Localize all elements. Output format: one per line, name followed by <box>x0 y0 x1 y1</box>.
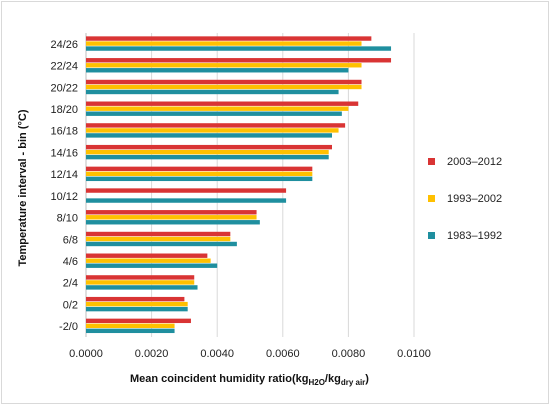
bar <box>86 220 260 225</box>
bar <box>86 176 313 182</box>
legend-swatch <box>428 195 435 202</box>
bar <box>86 275 195 280</box>
bar <box>86 89 339 95</box>
bar <box>86 296 185 302</box>
bar <box>86 171 313 177</box>
bar <box>86 253 208 258</box>
bar <box>86 144 332 150</box>
legend: 2003–2012 1993–2002 1983–1992 <box>428 156 502 242</box>
bar <box>86 241 237 247</box>
bar <box>86 328 175 334</box>
y-tick-label: 4/6 <box>63 256 78 268</box>
bar <box>86 111 342 116</box>
bar <box>86 231 231 237</box>
bar <box>86 68 349 73</box>
bar <box>86 318 191 324</box>
x-tick-label: 0.0100 <box>397 348 431 360</box>
y-tick-label: 18/20 <box>50 104 78 116</box>
bar <box>86 128 339 133</box>
bar <box>86 188 287 193</box>
bar <box>86 280 195 285</box>
bar <box>86 323 175 329</box>
bar <box>86 58 392 63</box>
y-tick-label: -2/0 <box>59 321 78 333</box>
bar <box>86 41 362 46</box>
bar <box>86 63 362 68</box>
x-tick-label: 0.0000 <box>69 348 103 360</box>
bar <box>86 36 372 41</box>
legend-swatch <box>428 232 435 239</box>
bar <box>86 263 218 268</box>
bar <box>86 133 332 138</box>
y-tick-label: 0/2 <box>63 299 78 311</box>
bar <box>86 149 329 155</box>
bar <box>86 106 349 111</box>
x-tick-label: 0.0040 <box>200 348 234 360</box>
bar <box>86 285 198 290</box>
x-tick-labels: 0.0000 0.0020 0.0040 0.0060 0.0080 0.0100 <box>69 348 431 360</box>
bar <box>86 166 313 172</box>
y-tick-label: 14/16 <box>50 147 78 159</box>
bar <box>86 46 392 51</box>
bar <box>86 258 211 263</box>
bar <box>86 154 329 160</box>
grid-lines <box>85 33 415 337</box>
y-tick-label: 12/14 <box>50 169 78 181</box>
y-tick-label: 16/18 <box>50 126 78 138</box>
bar <box>86 198 287 203</box>
y-tick-label: 10/12 <box>50 191 78 203</box>
y-tick-labels: 24/26 22/24 20/22 18/20 16/18 14/16 12/14 10/12… <box>50 39 78 333</box>
x-tick-label: 0.0060 <box>266 348 300 360</box>
legend-label: 1983–1992 <box>447 230 502 242</box>
y-tick-label: 24/26 <box>50 39 78 51</box>
y-tick-label: 8/10 <box>57 213 78 225</box>
x-axis-title: Mean coincident humidity ratio(kgH2O/kgd… <box>130 373 369 387</box>
legend-label: 1993–2002 <box>447 193 502 205</box>
bar <box>86 215 257 220</box>
bar <box>86 306 188 312</box>
bars <box>86 36 392 334</box>
legend-label: 2003–2012 <box>447 156 502 168</box>
bar <box>86 123 346 128</box>
x-tick-label: 0.0020 <box>135 348 169 360</box>
y-tick-label: 6/8 <box>63 234 78 246</box>
y-tick-label: 20/22 <box>50 82 78 94</box>
bar <box>86 79 362 85</box>
legend-swatch <box>428 158 435 165</box>
y-tick-label: 2/4 <box>63 278 78 290</box>
bar <box>86 236 231 242</box>
y-axis-title: Temperature interval - bin (°C) <box>17 109 29 266</box>
bar <box>86 84 362 90</box>
bar <box>86 301 188 307</box>
bar <box>86 210 257 215</box>
y-tick-label: 22/24 <box>50 61 78 73</box>
x-tick-label: 0.0080 <box>332 348 366 360</box>
bar <box>86 101 359 106</box>
